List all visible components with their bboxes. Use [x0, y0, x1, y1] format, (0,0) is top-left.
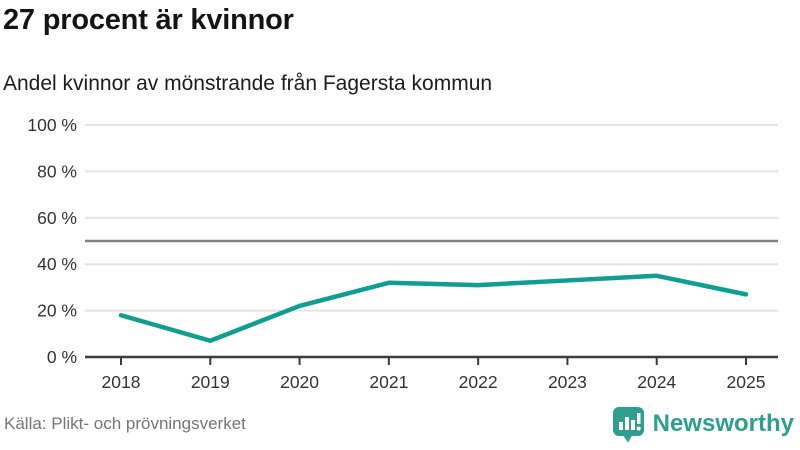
x-axis-tick-label: 2020 — [280, 372, 319, 392]
y-axis-tick-label: 0 % — [47, 347, 77, 367]
y-axis-tick-label: 20 % — [37, 301, 77, 321]
y-axis-tick-label: 100 % — [27, 115, 77, 135]
x-axis-tick-label: 2021 — [369, 372, 408, 392]
newsworthy-bubble-chart-icon — [612, 406, 644, 442]
newsworthy-logo: Newsworthy — [612, 406, 794, 443]
chart-subtitle: Andel kvinnor av mönstrande från Fagerst… — [3, 72, 493, 95]
x-axis-tick-label: 2019 — [191, 372, 230, 392]
source-note: Källa: Plikt- och prövningsverket — [4, 414, 246, 433]
brand-name: Newsworthy — [652, 410, 794, 437]
line-chart: 0 % 20 % 40 % 60 % 80 % 100 % 2018 2019 2020 2021… — [0, 108, 800, 408]
x-axis-tick-label: 2025 — [727, 372, 766, 392]
data-line-andel-kvinnor — [118, 273, 749, 344]
y-axis-tick-label: 40 % — [37, 254, 77, 274]
y-axis-tick-label: 80 % — [37, 161, 77, 181]
x-axis-tick-label: 2024 — [637, 372, 676, 392]
chart-canvas: 0 % 20 % 40 % 60 % 80 % 100 % 2018 2019 2020 2021… — [27, 115, 778, 392]
x-axis-tick-label: 2023 — [548, 372, 587, 392]
footer: Källa: Plikt- och prövningsverket Newswo… — [0, 406, 800, 450]
x-axis-tick-label: 2022 — [459, 372, 498, 392]
page-title: 27 procent är kvinnor — [3, 4, 294, 36]
y-axis-tick-label: 60 % — [37, 208, 77, 228]
x-axis-tick-label: 2018 — [102, 372, 141, 392]
